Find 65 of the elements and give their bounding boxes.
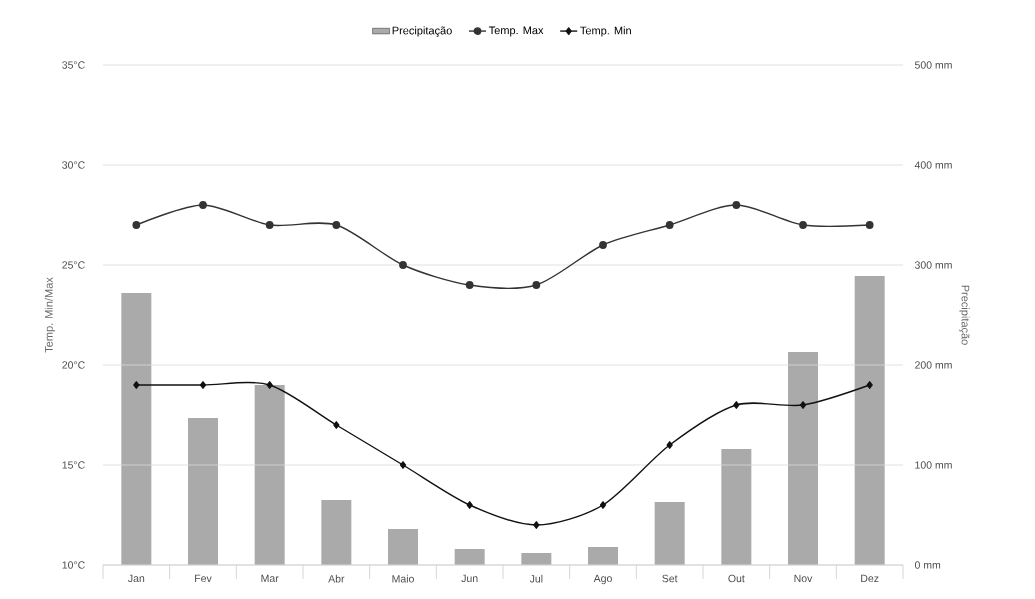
x-tick-label: Jan xyxy=(128,574,145,583)
bar xyxy=(321,500,352,565)
point xyxy=(466,501,473,509)
bar xyxy=(388,529,419,565)
x-tick-label: Maio xyxy=(392,574,414,583)
point xyxy=(865,221,874,229)
x-tick-label: Jul xyxy=(529,574,543,583)
y2-tick-label: 300 mm xyxy=(914,261,952,269)
y2-tick-label: 100 mm xyxy=(915,461,952,469)
bar xyxy=(521,553,552,565)
y2-axis-title: Precipitação xyxy=(959,285,970,345)
x-tick-label: Ago xyxy=(593,574,612,585)
y-tick-label: 15°C xyxy=(62,461,85,469)
y2-tick-label: 500 mm xyxy=(914,61,952,69)
legend-label: Precipitação xyxy=(392,26,452,37)
point xyxy=(599,501,607,509)
x-tick-label: Dez xyxy=(861,574,879,583)
x-tick-label: Mar xyxy=(261,574,279,583)
bar xyxy=(121,293,152,565)
point xyxy=(799,221,807,229)
point xyxy=(866,381,873,389)
y-tick-label: 35°C xyxy=(62,61,85,69)
y-tick-label: 10°C xyxy=(62,561,85,569)
point xyxy=(599,241,607,249)
x-tick-label: Jun xyxy=(461,574,478,583)
y-tick-label: 30°C xyxy=(62,161,85,169)
point xyxy=(132,221,141,229)
point xyxy=(733,401,740,409)
bar xyxy=(854,276,885,565)
point xyxy=(399,261,407,269)
y2-tick-label: 200 mm xyxy=(915,361,952,369)
point xyxy=(333,421,340,429)
legend-label: Temp. Min xyxy=(580,26,631,37)
point xyxy=(533,521,540,529)
point xyxy=(532,281,541,289)
bar xyxy=(588,547,619,565)
y2-tick-label: 0 mm xyxy=(914,561,941,569)
point xyxy=(665,221,674,229)
point xyxy=(799,401,807,409)
x-tick-label: Nov xyxy=(794,574,813,583)
y2-tick-label: 400 mm xyxy=(914,161,952,169)
point xyxy=(465,281,474,289)
bar xyxy=(254,385,285,565)
point xyxy=(266,381,273,389)
y-axis-title: Temp. Min/Max xyxy=(44,277,55,353)
point xyxy=(133,381,140,389)
x-tick-label: Out xyxy=(728,574,745,583)
legend-label: Temp. Max xyxy=(488,26,544,37)
point xyxy=(732,201,741,209)
point xyxy=(199,201,207,209)
bar xyxy=(721,449,752,565)
x-tick-label: Fev xyxy=(195,574,212,583)
point xyxy=(399,461,407,469)
point xyxy=(265,221,274,229)
x-tick-label: Set xyxy=(662,574,678,583)
point xyxy=(332,221,341,229)
bar xyxy=(188,418,218,565)
bar xyxy=(454,549,485,565)
point xyxy=(666,441,673,449)
y-tick-label: 20°C xyxy=(62,361,85,369)
point xyxy=(199,381,207,389)
bar xyxy=(654,502,685,565)
y-tick-label: 25°C xyxy=(62,261,85,269)
bar xyxy=(788,352,819,565)
x-tick-label: Abr xyxy=(328,574,345,583)
